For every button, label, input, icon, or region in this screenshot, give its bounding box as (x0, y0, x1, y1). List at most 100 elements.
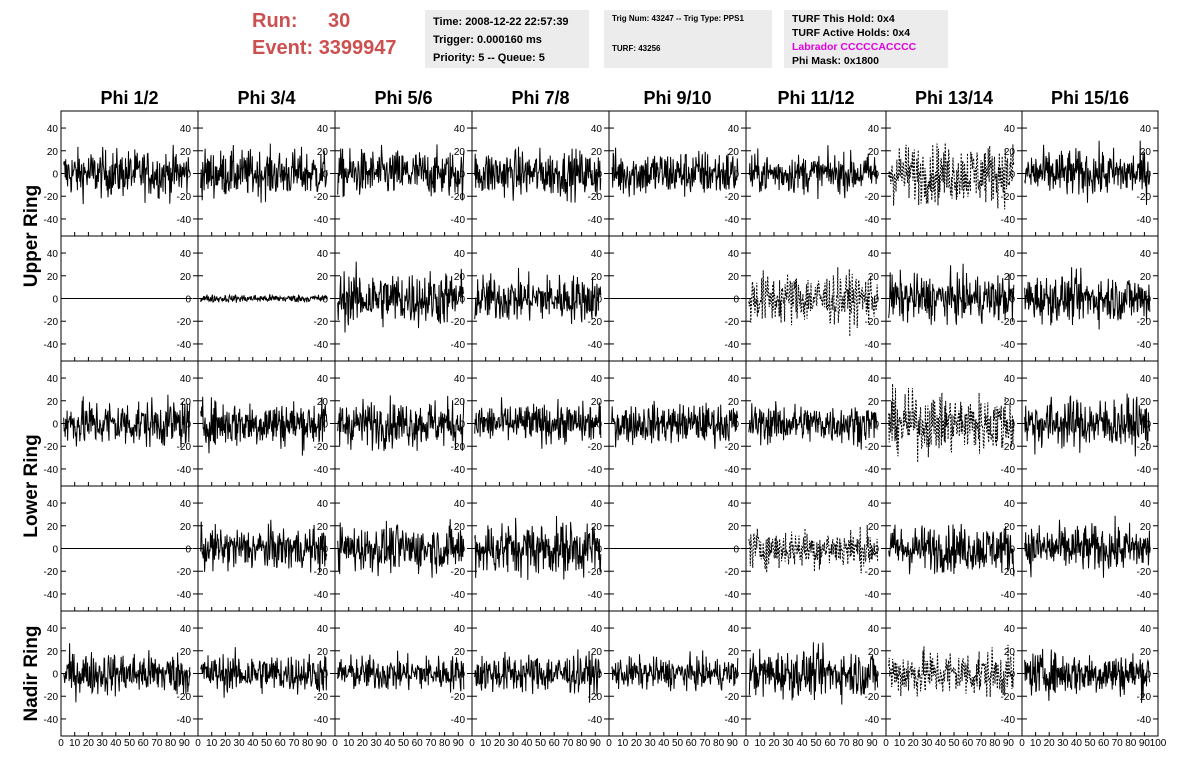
x-tick-label: 0 (606, 738, 612, 749)
y-tick-label: -20 (177, 692, 192, 703)
waveform-trace (1024, 648, 1151, 703)
waveform-trace (748, 267, 879, 337)
y-tick-label: -40 (725, 590, 740, 601)
y-tick-label: -20 (588, 567, 603, 578)
y-tick-label: -20 (865, 567, 880, 578)
waveform-trace (337, 519, 465, 578)
y-tick-label: 20 (591, 522, 603, 533)
y-tick-label: 40 (317, 124, 329, 135)
y-tick-label: 40 (1004, 499, 1016, 510)
y-tick-label: -20 (314, 692, 329, 703)
y-tick-label: 0 (322, 295, 328, 306)
waveform-trace (748, 642, 879, 705)
y-tick-label: 20 (317, 272, 329, 283)
y-tick-label: -40 (177, 715, 192, 726)
y-tick-label: 40 (1004, 374, 1016, 385)
y-tick-label: -40 (588, 465, 603, 476)
y-tick-label: -20 (177, 317, 192, 328)
x-tick-label: 90 (590, 738, 602, 749)
waveform-trace (337, 261, 465, 333)
x-tick-label: 70 (838, 738, 850, 749)
event-label: Event: (252, 37, 314, 59)
y-tick-label: -20 (1137, 192, 1152, 203)
y-tick-label: 20 (868, 147, 880, 158)
labrador-line: Labrador CCCCCACCCC (792, 41, 917, 53)
y-tick-label: -40 (314, 215, 329, 226)
waveform-trace (748, 145, 878, 200)
y-tick-label: -40 (588, 215, 603, 226)
y-tick-label: 20 (47, 397, 59, 408)
y-tick-label: -20 (314, 317, 329, 328)
y-tick-label: -40 (451, 465, 466, 476)
y-tick-label: -20 (588, 692, 603, 703)
waveform-trace (1024, 515, 1151, 578)
y-tick-label: 20 (454, 272, 466, 283)
y-tick-label: -40 (865, 590, 880, 601)
x-tick-label: 20 (83, 738, 95, 749)
y-tick-label: 0 (873, 295, 879, 306)
y-tick-label: 20 (1004, 647, 1016, 658)
y-tick-label: 20 (728, 647, 740, 658)
y-tick-label: 40 (180, 374, 192, 385)
waveform-trace (63, 144, 191, 205)
event-value: 3399947 (318, 37, 397, 59)
trig-line: Trig Num: 43247 -- Trig Type: PPS1 (612, 14, 744, 23)
waveform-trace (748, 401, 878, 450)
y-tick-label: 20 (180, 647, 192, 658)
y-tick-label: 0 (52, 670, 58, 681)
y-tick-label: -20 (725, 192, 740, 203)
x-tick-label: 100 (1150, 738, 1167, 749)
y-tick-label: 40 (868, 624, 880, 635)
y-tick-label: -20 (451, 692, 466, 703)
y-tick-label: 0 (185, 295, 191, 306)
y-tick-label: -20 (725, 567, 740, 578)
y-tick-label: -20 (451, 192, 466, 203)
y-tick-label: 40 (317, 624, 329, 635)
y-tick-label: -40 (588, 340, 603, 351)
y-tick-label: 40 (868, 124, 880, 135)
y-tick-label: -20 (1137, 692, 1152, 703)
y-tick-label: 20 (868, 397, 880, 408)
y-tick-label: 40 (317, 249, 329, 260)
y-tick-label: -40 (588, 715, 603, 726)
waveform-trace (200, 519, 328, 573)
y-tick-label: -20 (1001, 317, 1016, 328)
x-tick-label: 60 (138, 738, 150, 749)
y-tick-label: -20 (1137, 567, 1152, 578)
y-tick-label: -20 (1001, 442, 1016, 453)
phi-mask-line: Phi Mask: 0x1800 (792, 55, 879, 67)
x-tick-label: 50 (672, 738, 684, 749)
y-tick-label: -20 (451, 317, 466, 328)
y-tick-label: 20 (47, 647, 59, 658)
y-tick-label: 20 (47, 147, 59, 158)
x-tick-label: 70 (699, 738, 711, 749)
y-tick-label: 0 (322, 670, 328, 681)
y-tick-label: -40 (44, 590, 59, 601)
waveform-trace (611, 650, 739, 692)
y-tick-label: -40 (588, 590, 603, 601)
y-tick-label: 20 (317, 647, 329, 658)
x-tick-label: 40 (247, 738, 259, 749)
x-tick-label: 0 (1019, 738, 1025, 749)
y-tick-label: 20 (728, 147, 740, 158)
y-tick-label: -20 (314, 192, 329, 203)
waveform-trace (474, 146, 602, 203)
x-tick-label: 60 (412, 738, 424, 749)
y-tick-label: -20 (725, 692, 740, 703)
y-tick-label: -40 (177, 590, 192, 601)
waveform-trace (888, 263, 1015, 325)
y-tick-label: 40 (47, 374, 59, 385)
trigger-line: Trigger: 0.000160 ms (433, 34, 542, 46)
x-tick-label: 0 (332, 738, 338, 749)
y-tick-label: 20 (180, 397, 192, 408)
